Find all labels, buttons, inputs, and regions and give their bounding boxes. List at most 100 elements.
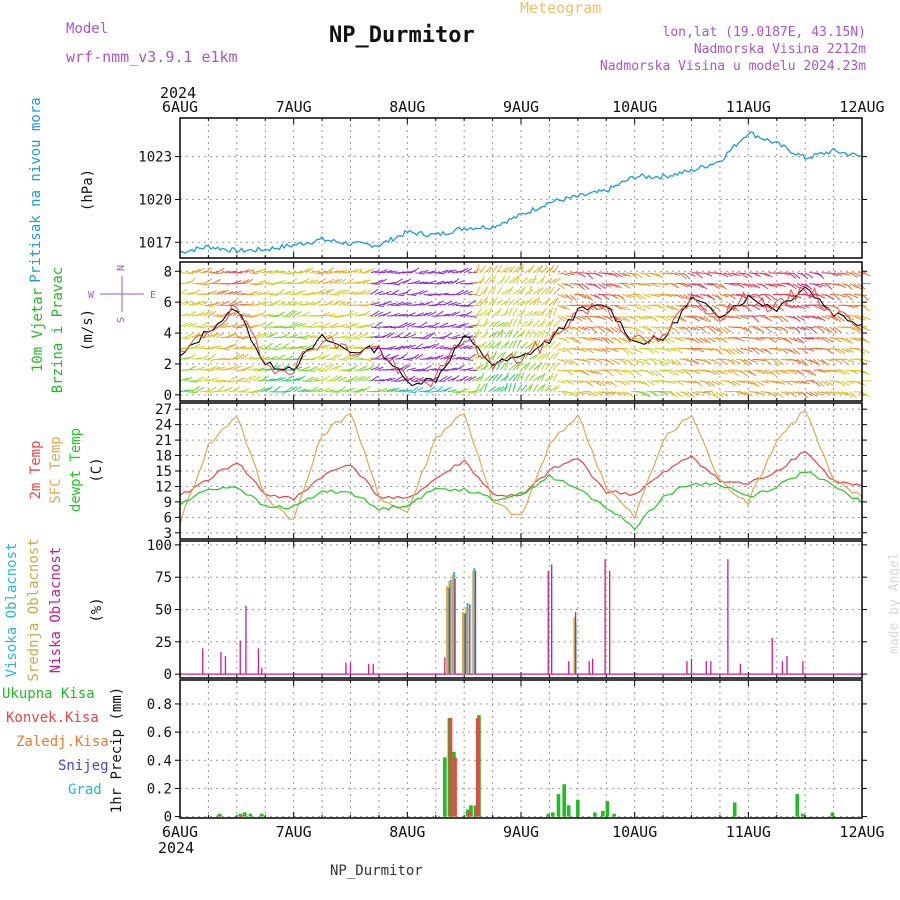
wind-barb <box>565 283 574 289</box>
wind-barb <box>325 288 334 295</box>
wind-barb <box>208 333 217 339</box>
wind-barb <box>634 369 642 377</box>
wind-barb <box>403 278 412 285</box>
wind-barb <box>585 391 595 397</box>
wind-barb <box>285 346 295 349</box>
wind-barb <box>500 275 506 284</box>
wind-barb <box>321 334 331 339</box>
wind-barb <box>391 283 401 286</box>
wind-barb <box>476 364 484 371</box>
wind-barb <box>366 343 375 349</box>
wind-barb <box>289 367 299 371</box>
wind-barb <box>687 326 697 331</box>
wind-barb <box>439 269 449 274</box>
wind-barb <box>382 377 392 382</box>
wind-barb <box>488 362 495 371</box>
wind-unit: (m/s) <box>80 309 96 351</box>
wind-barb <box>508 329 514 338</box>
precip-total-bar <box>593 812 597 817</box>
wind-barb <box>626 358 634 366</box>
compass-s: S <box>116 317 127 323</box>
wind-barb <box>634 294 643 300</box>
wind-barb <box>492 265 498 274</box>
wind-barb <box>601 294 610 301</box>
wind-barb <box>386 345 396 349</box>
wind-barb <box>411 369 421 372</box>
wind-barb <box>614 337 622 344</box>
wind-barb <box>548 307 554 317</box>
wind-barb <box>792 337 801 343</box>
wind-barb <box>386 281 397 285</box>
wind-barb <box>800 315 810 319</box>
wind-barb <box>557 348 566 353</box>
wind-barb <box>496 373 503 382</box>
wind-barb <box>703 337 711 344</box>
wind-barb <box>415 386 424 393</box>
precip-axis-label: 1hr Precip (mm) <box>109 687 125 813</box>
wind-barb <box>536 384 544 393</box>
wind-barb <box>232 353 241 360</box>
wind-barb <box>577 272 587 278</box>
x-tick-label-top: 12AUG <box>839 98 884 116</box>
wind-barb <box>208 310 217 317</box>
cloud-low-bar <box>261 667 263 675</box>
wind-barb <box>321 322 331 328</box>
wind-barb <box>346 310 354 317</box>
wind-barb <box>374 304 384 307</box>
wind-barb <box>232 365 242 371</box>
wind-barb <box>703 293 713 299</box>
wind-barb <box>622 272 631 277</box>
cloud-low-bar <box>224 656 227 675</box>
wind-barb <box>699 337 708 343</box>
wind-barb <box>496 386 505 393</box>
wind-barb <box>536 353 545 360</box>
wind-barb <box>512 307 518 317</box>
wind-barb <box>248 342 257 349</box>
wind-barb <box>472 365 481 371</box>
wind-barb <box>736 391 745 395</box>
wind-barb <box>634 380 644 385</box>
wind-barb <box>683 358 693 363</box>
wind-barb <box>415 281 425 285</box>
wind-barb <box>683 369 692 376</box>
wind-barb <box>480 298 487 306</box>
wind-barb <box>764 272 773 278</box>
wind-barb <box>841 380 850 386</box>
wind-barb <box>813 304 822 310</box>
wind-barb <box>853 337 863 342</box>
wind-barb <box>679 391 689 395</box>
wind-barb <box>548 286 555 295</box>
wind-barb <box>188 380 198 383</box>
wind-barb <box>813 337 823 341</box>
wind-barb <box>386 377 396 382</box>
wind-barb <box>792 358 802 365</box>
wind-barb <box>346 387 355 393</box>
wind-barb <box>492 320 500 328</box>
wind-barb <box>520 384 528 393</box>
wind-barb <box>768 391 777 398</box>
wind-barb <box>593 283 602 290</box>
cloud-low-bar <box>368 663 370 675</box>
wind-barb <box>366 322 376 328</box>
wind-barb <box>626 391 634 398</box>
wind-barb <box>464 304 474 307</box>
wind-barb <box>614 304 623 310</box>
cloud-high-bar <box>452 572 455 675</box>
wind-barb <box>743 304 752 312</box>
wind-barb <box>821 358 829 366</box>
cloud-low-bar <box>239 640 241 675</box>
x-tick-label-top: 6AUG <box>162 98 198 116</box>
wind-barb <box>817 272 825 280</box>
compass-w: W <box>88 290 95 301</box>
wind-barb <box>772 283 782 287</box>
wind-barb <box>585 369 595 374</box>
wind-barb <box>224 291 234 295</box>
wind-barb <box>565 348 573 355</box>
wind-barb <box>683 326 691 333</box>
wind-barb <box>561 337 570 344</box>
wind-barb <box>260 332 270 339</box>
wind-barb <box>293 290 303 295</box>
cloud-mid-bar <box>446 586 449 675</box>
wind-barb <box>232 280 242 285</box>
wind-barb <box>597 348 607 352</box>
